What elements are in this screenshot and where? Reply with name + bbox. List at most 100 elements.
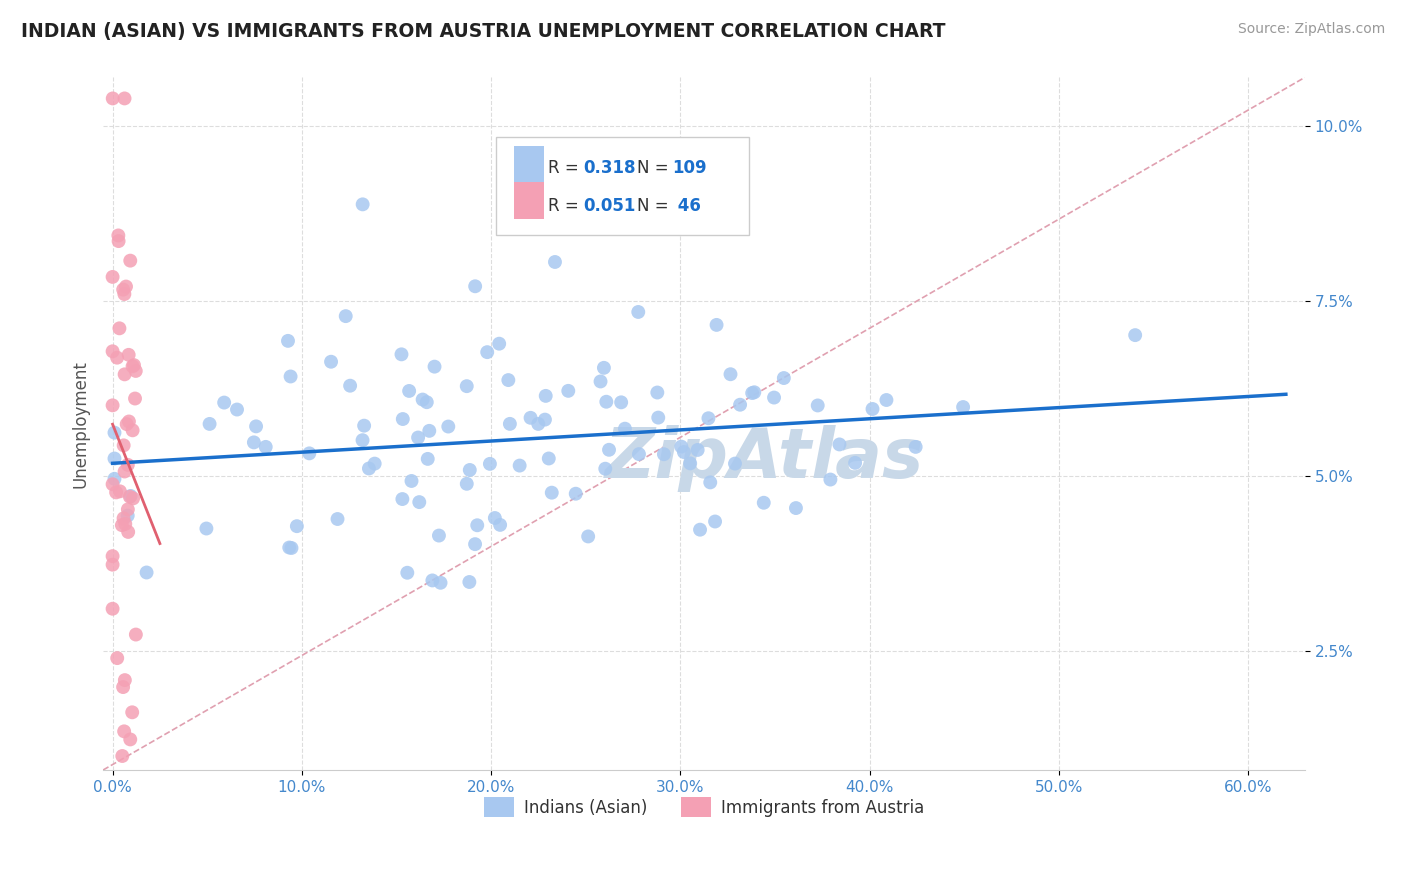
- Text: Source: ZipAtlas.com: Source: ZipAtlas.com: [1237, 22, 1385, 37]
- Point: [679, 456, 702, 470]
- Point: [391, 412, 413, 426]
- Point: [537, 451, 560, 466]
- Point: [672, 445, 695, 459]
- Point: [112, 287, 135, 301]
- Point: [952, 400, 974, 414]
- Point: [120, 732, 142, 747]
- Point: [408, 495, 430, 509]
- Point: [862, 401, 884, 416]
- Point: [416, 451, 439, 466]
- Point: [589, 375, 612, 389]
- Point: [652, 447, 675, 461]
- Point: [277, 334, 299, 348]
- Point: [489, 517, 512, 532]
- Point: [772, 371, 794, 385]
- Point: [422, 574, 444, 588]
- Point: [298, 446, 321, 460]
- Point: [828, 437, 851, 451]
- Point: [423, 359, 446, 374]
- Point: [339, 378, 361, 392]
- Point: [593, 461, 616, 475]
- Point: [477, 345, 499, 359]
- Point: [357, 461, 380, 475]
- Point: [124, 392, 146, 406]
- Point: [121, 706, 143, 720]
- Point: [118, 415, 141, 429]
- Point: [464, 279, 486, 293]
- Point: [844, 456, 866, 470]
- Point: [456, 476, 478, 491]
- Point: [114, 91, 136, 105]
- Point: [741, 386, 763, 401]
- Point: [406, 430, 429, 444]
- Point: [353, 418, 375, 433]
- Point: [527, 417, 550, 431]
- Point: [352, 197, 374, 211]
- Point: [391, 347, 413, 361]
- Point: [418, 424, 440, 438]
- Point: [245, 419, 267, 434]
- Point: [121, 423, 143, 437]
- Point: [105, 485, 128, 500]
- Legend: Indians (Asian), Immigrants from Austria: Indians (Asian), Immigrants from Austria: [477, 790, 931, 824]
- Text: N =: N =: [637, 159, 673, 178]
- Point: [115, 417, 138, 431]
- Point: [114, 516, 136, 531]
- Point: [363, 457, 385, 471]
- Point: [534, 389, 557, 403]
- Point: [742, 385, 765, 400]
- Point: [704, 515, 727, 529]
- Point: [488, 336, 510, 351]
- Point: [326, 512, 349, 526]
- Point: [280, 369, 302, 384]
- Point: [112, 283, 135, 297]
- Point: [120, 489, 142, 503]
- Point: [875, 392, 897, 407]
- Point: [686, 442, 709, 457]
- Point: [519, 410, 541, 425]
- Point: [437, 419, 460, 434]
- Text: 109: 109: [672, 159, 706, 178]
- Text: R =: R =: [548, 196, 583, 215]
- Point: [112, 511, 135, 525]
- Point: [103, 472, 125, 486]
- Text: INDIAN (ASIAN) VS IMMIGRANTS FROM AUSTRIA UNEMPLOYMENT CORRELATION CHART: INDIAN (ASIAN) VS IMMIGRANTS FROM AUSTRI…: [21, 22, 946, 41]
- Point: [807, 399, 830, 413]
- Text: 46: 46: [672, 196, 700, 215]
- Point: [671, 440, 693, 454]
- Point: [243, 435, 266, 450]
- Point: [107, 228, 129, 243]
- Point: [101, 601, 124, 615]
- Point: [752, 496, 775, 510]
- Point: [820, 473, 842, 487]
- Point: [120, 253, 142, 268]
- Point: [114, 368, 136, 382]
- Point: [105, 351, 128, 365]
- Point: [121, 359, 143, 374]
- Point: [429, 575, 451, 590]
- Point: [391, 491, 413, 506]
- Point: [499, 417, 522, 431]
- Point: [564, 486, 586, 500]
- Point: [319, 355, 342, 369]
- Point: [226, 402, 249, 417]
- Point: [122, 491, 145, 506]
- Point: [112, 724, 135, 739]
- Point: [118, 490, 141, 504]
- Point: [610, 395, 633, 409]
- Point: [647, 410, 669, 425]
- Point: [117, 524, 139, 539]
- Point: [484, 511, 506, 525]
- Point: [416, 395, 439, 409]
- Point: [280, 541, 302, 555]
- Point: [465, 518, 488, 533]
- Point: [785, 501, 807, 516]
- Point: [401, 474, 423, 488]
- Point: [212, 395, 235, 409]
- Point: [544, 255, 567, 269]
- Point: [122, 358, 145, 372]
- Point: [456, 379, 478, 393]
- Point: [101, 91, 124, 105]
- Point: [412, 392, 434, 407]
- Point: [557, 384, 579, 398]
